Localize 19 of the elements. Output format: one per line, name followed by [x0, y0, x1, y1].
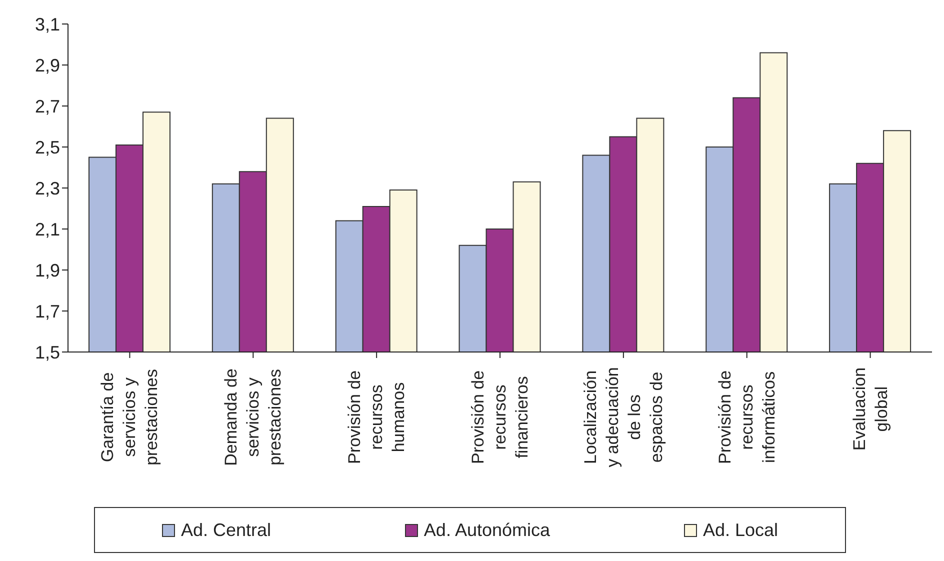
- legend-label: Ad. Local: [702, 520, 778, 540]
- y-tick-label: 1,9: [34, 260, 60, 280]
- legend-label: Ad. Central: [180, 520, 271, 540]
- x-tick-label: Provisión de recursos informáticos: [715, 370, 778, 464]
- y-tick-label: 3,1: [34, 14, 60, 34]
- legend-label: Ad. Autonómica: [422, 520, 550, 540]
- x-tick-label: Demanda de servicios y prestaciones: [222, 368, 285, 466]
- x-tick-label: Evaluacion global: [850, 367, 891, 451]
- y-tick-label: 2,3: [34, 178, 60, 198]
- y-tick-label: 1,7: [34, 301, 60, 322]
- y-tick-label: 2,5: [34, 137, 60, 158]
- x-tick-label: Localización y adecuación de los espacios de: [580, 367, 666, 468]
- y-tick-label: 2,1: [34, 219, 60, 240]
- y-tick-label: 1,5: [34, 342, 60, 362]
- y-tick-label: 2,7: [34, 96, 60, 116]
- y-tick-label: 2,9: [34, 55, 60, 76]
- x-tick-label: Garantía de servicios y prestaciones: [98, 369, 162, 466]
- x-tick-label: Provisión de recursos financieros: [468, 370, 532, 464]
- x-tick-label: Provisión de recursos humanos: [345, 370, 408, 464]
